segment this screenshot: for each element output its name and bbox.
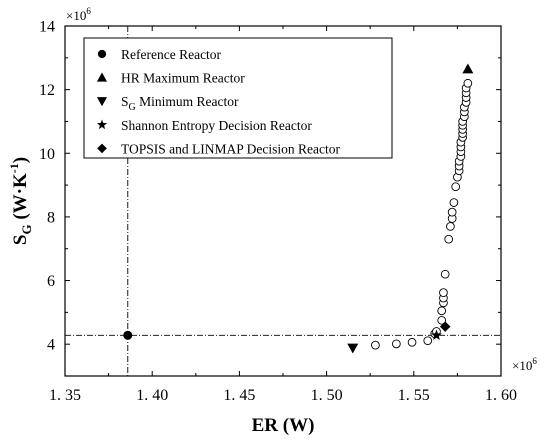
y-tick-label: 12 [39, 82, 55, 99]
legend-label: SG Minimum Reactor [121, 94, 239, 113]
pareto-point [444, 234, 454, 244]
pareto-point [423, 336, 433, 346]
pareto-point [440, 269, 450, 279]
y-tick-label: 8 [47, 209, 55, 226]
legend-box [83, 37, 393, 159]
pareto-point [437, 306, 447, 316]
y-axis-title: SG (W·K-1) [7, 157, 34, 245]
pareto-point [407, 337, 417, 347]
x-tick-label: 1. 40 [136, 387, 168, 404]
hr-maximum-point [462, 63, 474, 74]
x-tick-label: 1. 60 [485, 387, 517, 404]
legend-marker-diamond [97, 143, 107, 154]
x-axis-title: ER (W) [252, 415, 315, 436]
legend-label: Shannon Entropy Decision Reactor [121, 118, 312, 133]
x-tick-label: 1. 35 [49, 387, 81, 404]
svg-text:×106: ×106 [66, 6, 91, 23]
pareto-point [447, 207, 457, 217]
pareto-point [463, 78, 473, 88]
legend-label: TOPSIS and LINMAP Decision Reactor [121, 141, 340, 156]
y-multiplier: ×106 [66, 6, 91, 23]
x-tick-label: 1. 55 [398, 387, 430, 404]
legend: Reference Reactor HR Maximum Reactor SG Mi… [83, 37, 393, 159]
y-tick-label: 14 [39, 19, 55, 36]
pareto-point [371, 340, 380, 350]
svg-text:SG (W·K-1): SG (W·K-1) [7, 157, 34, 245]
y-tick-label: 4 [47, 337, 55, 354]
y-tick-label: 6 [47, 273, 55, 290]
sg-minimum-point [347, 343, 359, 354]
legend-label: Reference Reactor [121, 47, 222, 62]
legend-marker-circle [97, 49, 107, 59]
x-tick-label: 1. 45 [223, 387, 255, 404]
shannon-entropy-point [431, 329, 442, 340]
pareto-point [446, 222, 455, 231]
x-tick-label: 1. 50 [311, 387, 343, 404]
svg-text:×106: ×106 [512, 356, 537, 373]
legend-marker-triangle-up [96, 72, 108, 82]
reference-point [123, 330, 133, 340]
topsis-linmap-point [439, 321, 451, 332]
y-tick-label: 10 [39, 146, 55, 163]
legend-label: HR Maximum Reactor [121, 71, 245, 86]
legend-marker-star [96, 119, 108, 130]
x-multiplier: ×106 [512, 356, 537, 373]
pareto-point [437, 315, 447, 325]
pareto-point [392, 339, 401, 349]
pareto-point [451, 182, 461, 192]
pareto-point [449, 198, 459, 207]
legend-marker-triangle-down [96, 97, 108, 107]
svg-text:ER (W): ER (W) [252, 415, 315, 436]
pareto-point [439, 288, 448, 297]
